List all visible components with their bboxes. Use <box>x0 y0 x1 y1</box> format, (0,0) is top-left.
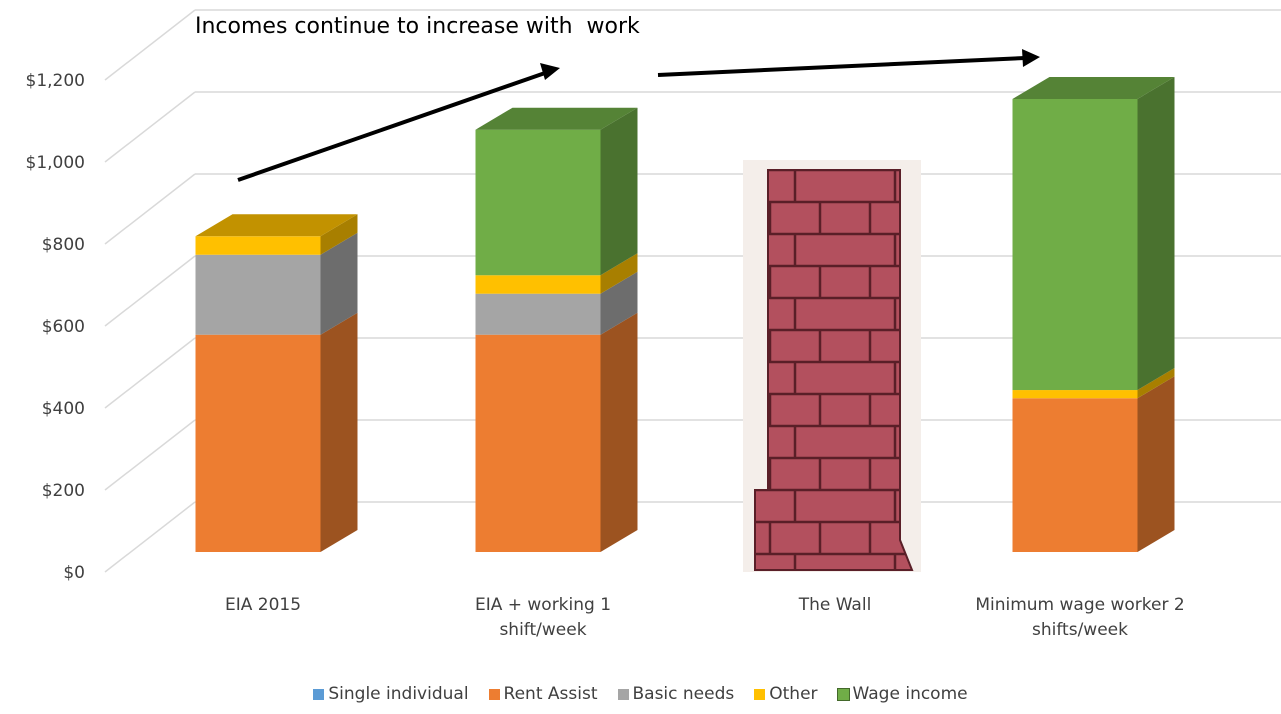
grid-line-floor <box>104 9 196 81</box>
legend-label: Wage income <box>852 684 968 704</box>
grid-line-floor <box>104 419 196 491</box>
y-tick-label: $200 <box>42 481 85 501</box>
x-tick-label: The Wall <box>798 595 872 615</box>
y-tick-label: $0 <box>63 563 85 583</box>
bar-side <box>600 271 638 335</box>
y-tick-label: $400 <box>42 399 85 419</box>
arrows <box>237 49 1040 182</box>
legend-swatch <box>488 688 500 700</box>
bar-top <box>195 214 358 237</box>
grid-line-floor <box>104 255 196 327</box>
x-tick-label: EIA + working 1 shift/week <box>474 595 612 640</box>
legend-item: Other <box>754 684 818 704</box>
legend-label: Other <box>769 684 818 704</box>
legend-swatch <box>313 688 325 700</box>
grid-line-floor <box>104 173 196 245</box>
bar-side <box>600 253 638 294</box>
bar-side <box>1137 76 1175 391</box>
legend-swatch <box>754 688 766 700</box>
legend-label: Rent Assist <box>503 684 598 704</box>
bar-side <box>320 312 358 552</box>
legend: Single individual Rent Assist Basic needs O… <box>0 684 1281 704</box>
bar-segment <box>475 334 601 552</box>
y-tick-label: $1,000 <box>26 153 85 173</box>
bar-segment <box>1012 398 1138 552</box>
bar-segment <box>1012 390 1138 399</box>
grid-line-floor <box>104 91 196 163</box>
bar-segment <box>195 236 321 255</box>
bar-top <box>475 107 638 130</box>
legend-swatch <box>617 688 629 700</box>
annotation: Incomes continue to increase with work <box>195 14 640 39</box>
y-tick-label: $800 <box>42 235 85 255</box>
legend-swatch <box>836 687 850 701</box>
bar-segment <box>475 293 601 335</box>
x-tick-label: Minimum wage worker 2 shifts/week <box>975 595 1185 640</box>
x-tick-label: EIA 2015 <box>224 595 302 615</box>
bar-side <box>320 214 358 255</box>
y-tick-label: $1,200 <box>26 71 85 91</box>
bar-side <box>1137 368 1175 399</box>
bar-segment <box>1012 98 1138 391</box>
bar-side <box>1137 376 1175 552</box>
legend-item: Basic needs <box>617 684 735 704</box>
bar-segment <box>195 254 321 335</box>
bar-segment <box>195 334 321 552</box>
legend-label: Basic needs <box>632 684 735 704</box>
the-wall-picture <box>743 160 921 572</box>
bar-side <box>320 232 358 335</box>
bars <box>195 76 1175 552</box>
bar-segment <box>475 129 601 276</box>
bar-side <box>600 312 638 552</box>
legend-item: Rent Assist <box>488 684 598 704</box>
bar-segment <box>475 275 601 294</box>
legend-item: Wage income <box>836 684 968 704</box>
bar-side <box>600 107 638 276</box>
y-tick-label: $600 <box>42 317 85 337</box>
grid-line-floor <box>104 501 196 573</box>
grid-line-floor <box>104 337 196 409</box>
legend-item: Single individual <box>313 684 469 704</box>
bar-top <box>1012 76 1175 99</box>
legend-label: Single individual <box>328 684 469 704</box>
